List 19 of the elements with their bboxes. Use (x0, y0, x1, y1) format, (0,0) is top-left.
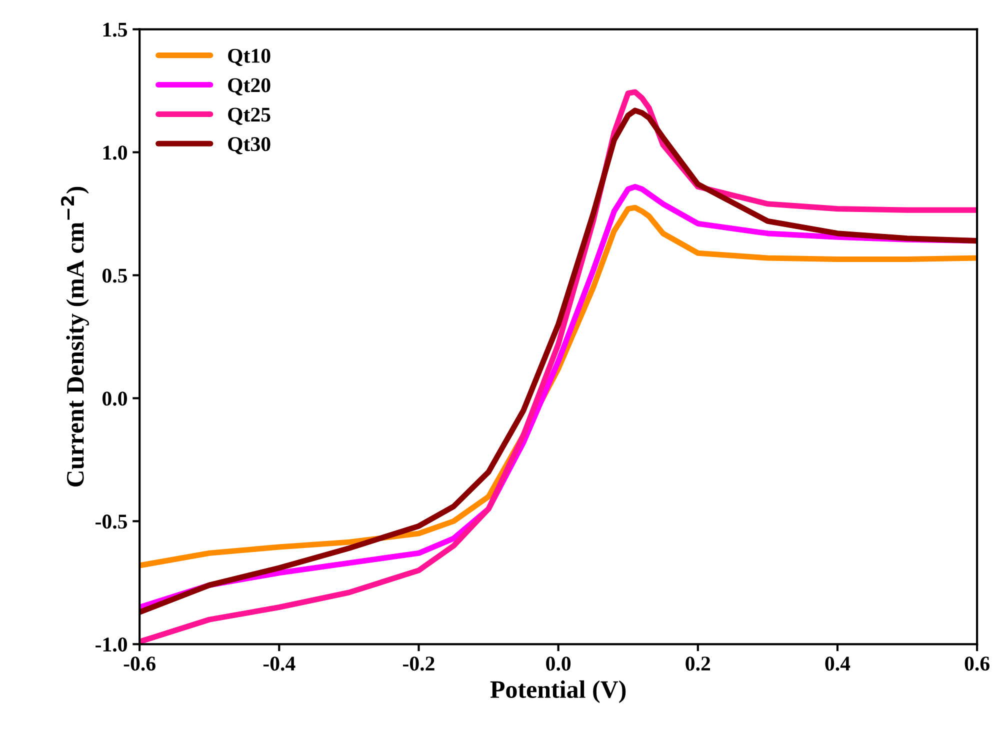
y-tick-label: -1.0 (96, 638, 127, 652)
legend-label: Qt30 (228, 137, 270, 154)
x-tick-label: -0.6 (124, 656, 156, 671)
legend-label: Qt10 (228, 48, 270, 66)
y-tick-label: -0.5 (96, 514, 128, 529)
y-tick-label: 0.5 (102, 268, 128, 283)
x-tick-label: 0.2 (686, 656, 710, 671)
x-tick-label: -0.2 (403, 656, 434, 671)
y-axis-title: Current Density (mA cm$^{−2}$) (60, 186, 89, 486)
y-tick-label: 1.0 (103, 146, 127, 160)
legend-label: Qt25 (228, 108, 270, 125)
x-tick-label: 0.6 (964, 656, 990, 671)
legend-label: Qt20 (228, 78, 270, 96)
y-tick-label: 1.5 (103, 22, 128, 37)
x-tick-label: 0.0 (546, 656, 571, 671)
x-tick-label: -0.4 (263, 656, 296, 671)
x-tick-label: 0.4 (825, 656, 850, 671)
x-axis-title: Potential (V) (490, 680, 626, 704)
y-tick-label: 0.0 (102, 392, 127, 406)
